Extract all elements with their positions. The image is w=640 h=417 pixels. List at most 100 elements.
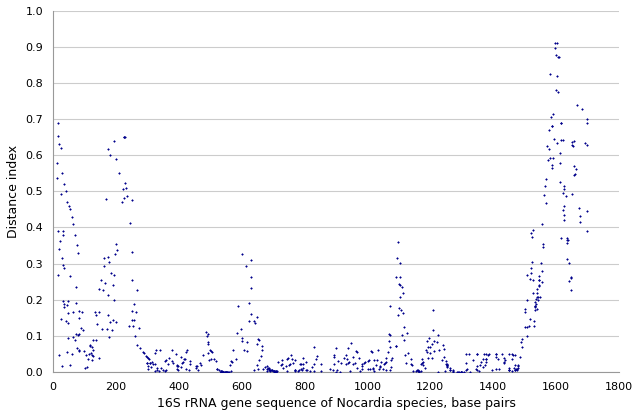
Point <box>76 325 86 332</box>
Point <box>429 347 439 354</box>
Point <box>566 274 577 280</box>
Point <box>109 138 120 144</box>
Point <box>530 306 540 313</box>
Point <box>252 314 262 320</box>
Point <box>406 361 416 367</box>
Point <box>387 354 397 361</box>
Point <box>218 368 228 375</box>
Point <box>454 368 465 375</box>
Point <box>500 357 510 364</box>
Point <box>253 357 264 364</box>
Point <box>52 160 62 166</box>
Point <box>237 250 247 257</box>
Point <box>559 216 570 223</box>
Point <box>515 339 525 345</box>
Point <box>132 286 143 293</box>
Point <box>548 154 558 161</box>
Point <box>92 321 102 328</box>
Point <box>539 192 549 199</box>
Point <box>346 339 356 346</box>
Point <box>62 349 72 355</box>
Point <box>567 139 577 146</box>
Point <box>205 347 215 354</box>
Point <box>558 183 568 189</box>
Point <box>191 363 202 369</box>
Point <box>481 351 492 357</box>
Point <box>77 327 88 333</box>
Point <box>264 364 274 371</box>
Point <box>566 274 577 281</box>
Point <box>558 189 568 196</box>
Point <box>472 363 482 369</box>
Point <box>143 362 153 369</box>
Point <box>385 332 395 338</box>
Point <box>415 368 426 375</box>
Point <box>134 325 145 332</box>
Point <box>339 355 349 362</box>
Point <box>364 365 374 372</box>
Point <box>180 348 191 355</box>
Point <box>480 362 490 369</box>
Point <box>91 336 101 343</box>
Point <box>483 351 493 358</box>
Point <box>74 331 84 338</box>
Point <box>581 227 591 234</box>
Point <box>581 141 591 148</box>
Point <box>80 365 90 372</box>
Point <box>372 347 383 354</box>
Point <box>425 349 435 356</box>
Point <box>445 367 455 374</box>
Point <box>392 254 402 261</box>
Point <box>262 366 273 372</box>
Point <box>63 203 74 209</box>
Point <box>269 368 280 375</box>
Point <box>522 271 532 278</box>
Point <box>111 241 121 247</box>
Point <box>530 298 540 305</box>
Point <box>378 365 388 372</box>
Point <box>268 368 278 374</box>
Point <box>104 259 114 265</box>
Point <box>177 359 188 365</box>
Point <box>352 349 362 356</box>
Point <box>176 364 186 370</box>
Point <box>267 367 277 374</box>
Point <box>172 363 182 369</box>
Point <box>131 309 141 315</box>
Point <box>461 366 471 373</box>
Point <box>65 273 75 280</box>
Point <box>378 361 388 367</box>
Point <box>173 363 183 369</box>
Point <box>452 368 463 375</box>
Point <box>374 366 384 372</box>
Point <box>298 360 308 367</box>
Point <box>290 368 300 374</box>
Point <box>120 180 131 186</box>
Point <box>529 318 540 324</box>
Point <box>577 105 587 112</box>
Point <box>58 261 68 268</box>
Point <box>374 362 385 369</box>
Point <box>216 368 226 374</box>
Point <box>385 302 396 309</box>
Point <box>445 365 455 372</box>
Point <box>459 369 469 375</box>
Point <box>271 368 281 375</box>
Point <box>88 337 98 344</box>
Point <box>568 142 578 149</box>
Point <box>504 367 514 374</box>
Point <box>297 367 307 373</box>
Point <box>433 332 443 338</box>
Point <box>414 368 424 375</box>
Point <box>492 350 502 357</box>
Point <box>127 249 137 256</box>
Point <box>413 367 423 374</box>
Point <box>574 204 584 211</box>
Point <box>570 171 580 177</box>
Point <box>533 281 543 288</box>
Point <box>52 272 63 279</box>
Point <box>513 362 524 369</box>
Point <box>536 268 547 274</box>
Point <box>533 294 543 300</box>
Point <box>507 368 517 375</box>
